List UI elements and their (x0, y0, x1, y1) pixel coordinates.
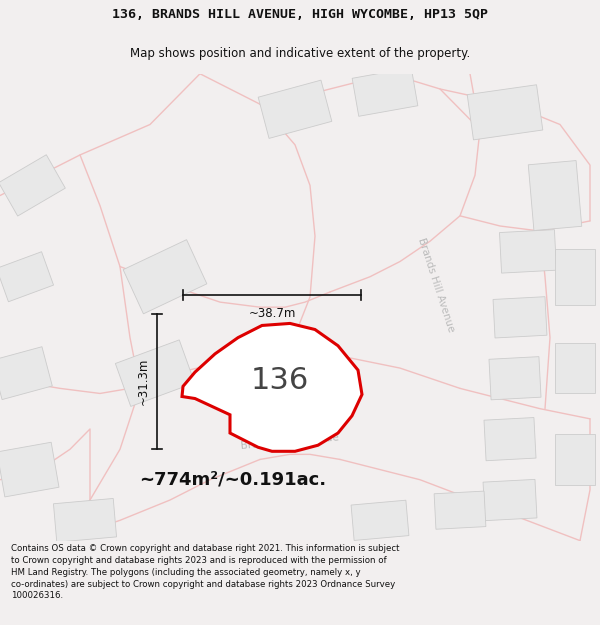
Text: Brands Hill Avenue: Brands Hill Avenue (241, 433, 340, 451)
Text: Map shows position and indicative extent of the property.: Map shows position and indicative extent… (130, 47, 470, 59)
Polygon shape (528, 161, 582, 231)
Polygon shape (434, 491, 486, 529)
Polygon shape (555, 249, 595, 304)
Polygon shape (115, 340, 194, 406)
Polygon shape (258, 80, 332, 138)
Polygon shape (0, 442, 59, 497)
Polygon shape (483, 479, 537, 521)
Polygon shape (0, 347, 52, 399)
Polygon shape (182, 323, 362, 451)
Polygon shape (499, 229, 557, 273)
Polygon shape (123, 239, 207, 314)
Text: 136, BRANDS HILL AVENUE, HIGH WYCOMBE, HP13 5QP: 136, BRANDS HILL AVENUE, HIGH WYCOMBE, H… (112, 8, 488, 21)
Text: ~38.7m: ~38.7m (248, 307, 296, 320)
Polygon shape (352, 68, 418, 116)
Polygon shape (489, 357, 541, 400)
Text: Contains OS data © Crown copyright and database right 2021. This information is : Contains OS data © Crown copyright and d… (11, 544, 400, 601)
Text: 136: 136 (251, 366, 309, 395)
Text: ~31.3m: ~31.3m (137, 358, 149, 406)
Polygon shape (484, 418, 536, 461)
Polygon shape (555, 342, 595, 394)
Text: Brands Hill Avenue: Brands Hill Avenue (416, 236, 456, 333)
Polygon shape (0, 252, 53, 302)
Polygon shape (493, 297, 547, 338)
Polygon shape (53, 499, 116, 542)
Polygon shape (555, 434, 595, 485)
Text: ~774m²/~0.191ac.: ~774m²/~0.191ac. (139, 471, 326, 489)
Polygon shape (0, 155, 65, 216)
Polygon shape (467, 85, 543, 140)
Polygon shape (351, 500, 409, 541)
